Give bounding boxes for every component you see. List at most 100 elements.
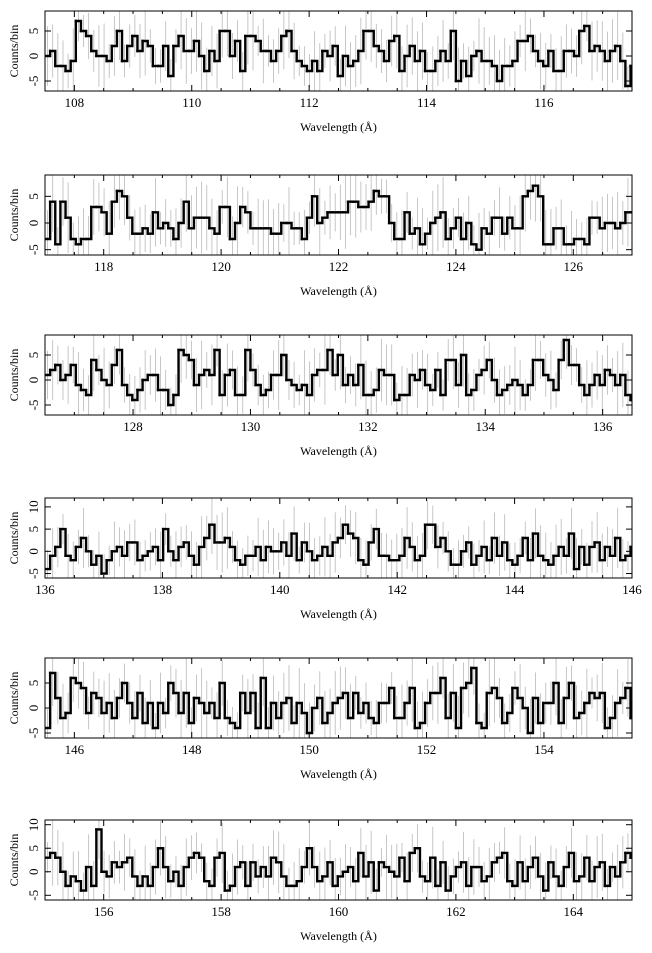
histogram-bin [84, 550, 93, 566]
histogram-bin [182, 856, 191, 869]
histogram-bin [500, 851, 509, 883]
histogram-bin [454, 353, 463, 387]
histogram-bin [141, 39, 149, 48]
histogram-bin [547, 681, 555, 705]
histogram-bin [74, 536, 83, 549]
histogram-bin [603, 49, 612, 63]
histogram-bin [120, 681, 129, 705]
histogram-bin [377, 368, 386, 377]
histogram-bin [480, 545, 488, 562]
histogram-bin [136, 875, 144, 888]
histogram-bin [367, 29, 375, 48]
histogram-bin [141, 373, 149, 382]
histogram-bin [115, 861, 124, 869]
x-tick-label: 130 [241, 419, 261, 434]
histogram-bin [136, 227, 144, 235]
histogram-bin [59, 870, 67, 888]
histogram-bin [382, 195, 391, 225]
histogram-bin [500, 216, 509, 235]
y-tick-label: 5 [26, 845, 41, 852]
histogram-bin [341, 54, 350, 68]
histogram-bin [208, 227, 216, 235]
histogram-bin [506, 59, 514, 68]
histogram-bin [629, 211, 632, 214]
histogram-bin [588, 541, 596, 549]
histogram-bin [167, 870, 175, 883]
histogram-bin [326, 861, 334, 888]
histogram-bin [264, 701, 273, 730]
x-tick-label: 120 [211, 259, 231, 274]
y-axis-title: Counts/bin [7, 512, 21, 565]
histogram-bin [485, 861, 494, 878]
histogram-bin [90, 554, 98, 566]
histogram-bin [475, 721, 483, 730]
plot-area [45, 175, 632, 255]
histogram-bin [490, 378, 499, 397]
histogram-bin [269, 701, 278, 720]
histogram-bin [521, 706, 530, 735]
histogram-bin [197, 536, 206, 549]
histogram-bin [485, 358, 494, 382]
y-axis-title: Counts/bin [7, 349, 21, 402]
panels-group: 108 110 112 114 116 -5 0 5 Wavelength (Å) Counts/… [7, 10, 642, 943]
histogram-bin [192, 373, 201, 387]
y-tick-label: -5 [26, 244, 41, 255]
histogram-bin [187, 851, 196, 859]
histogram-bin [331, 353, 339, 377]
histogram-bin [598, 545, 607, 562]
histogram-bin [403, 211, 411, 235]
histogram-bin [100, 378, 108, 387]
histogram-bin [346, 373, 355, 387]
histogram-bin [372, 368, 381, 392]
histogram-bin [326, 701, 334, 715]
histogram-bin [619, 851, 627, 864]
histogram-bin [69, 545, 78, 562]
histogram-bin [131, 875, 139, 888]
histogram-bin [161, 44, 170, 78]
histogram-bin [249, 34, 257, 43]
histogram-bin [238, 205, 247, 214]
histogram-bin [511, 686, 519, 700]
histogram-bin [290, 49, 298, 63]
histogram-bin [274, 353, 283, 377]
histogram-bin [264, 545, 273, 553]
histogram-bin [382, 686, 391, 705]
histogram-bin [403, 536, 411, 549]
histogram-bin [413, 847, 422, 878]
histogram-bin [341, 865, 350, 873]
histogram-bin [305, 373, 314, 397]
histogram-bin [572, 29, 581, 58]
histogram-bin [485, 686, 494, 695]
histogram-bin [470, 666, 478, 725]
histogram-bin [552, 681, 560, 725]
histogram-bin [598, 49, 607, 63]
histogram-bin [156, 701, 165, 715]
histogram-bin [572, 711, 581, 720]
histogram-bin [295, 59, 304, 68]
histogram-bin [449, 691, 458, 730]
histogram-bin [495, 851, 504, 859]
histogram-bin [593, 44, 601, 53]
histogram-bin [619, 211, 627, 225]
histogram-bin [480, 227, 488, 235]
spectrum-panel-4: 136 138 140 142 144 146 -5 0 5 10 Wavelength (Å) Co… [7, 497, 642, 621]
histogram-bin [105, 44, 113, 63]
histogram-bin [69, 237, 78, 246]
histogram-bin [105, 701, 113, 720]
x-tick-label: 144 [505, 582, 525, 597]
histogram-bin [583, 24, 591, 53]
histogram-bin [285, 532, 293, 557]
histogram-bin [439, 358, 447, 397]
histogram-bin [351, 200, 360, 209]
histogram-bin [372, 527, 381, 557]
histogram-bin [454, 861, 463, 869]
histogram-bin [300, 711, 309, 735]
histogram-bin [567, 237, 576, 246]
histogram-bin [583, 383, 591, 397]
histogram-bin [74, 19, 83, 33]
histogram-bin [54, 696, 62, 720]
histogram-bin [490, 686, 499, 700]
histogram-bin [223, 884, 232, 892]
histogram-bin [233, 559, 242, 566]
histogram-bin [228, 721, 237, 730]
